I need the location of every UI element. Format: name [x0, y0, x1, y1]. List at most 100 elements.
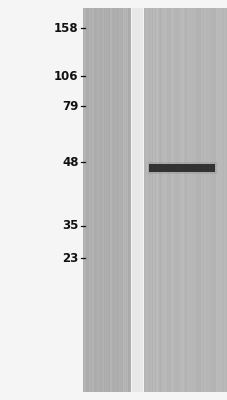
Bar: [92, 8, 93, 392]
Bar: [176, 8, 178, 392]
Bar: [148, 8, 150, 392]
Bar: [180, 8, 182, 392]
Bar: [223, 8, 225, 392]
Bar: [193, 8, 194, 392]
Bar: [194, 8, 195, 392]
Bar: [220, 8, 222, 392]
Bar: [208, 8, 209, 392]
Bar: [146, 8, 147, 392]
Bar: [112, 8, 113, 392]
Bar: [129, 8, 130, 392]
Bar: [124, 8, 125, 392]
Bar: [101, 8, 102, 392]
Bar: [148, 162, 216, 174]
Bar: [155, 8, 157, 392]
Bar: [190, 8, 191, 392]
Bar: [182, 8, 183, 392]
Bar: [154, 8, 155, 392]
Bar: [108, 8, 109, 392]
Bar: [94, 8, 95, 392]
Bar: [109, 8, 110, 392]
Bar: [222, 8, 223, 392]
Bar: [169, 8, 171, 392]
Bar: [97, 8, 98, 392]
Bar: [160, 8, 161, 392]
Bar: [198, 8, 200, 392]
Bar: [202, 8, 204, 392]
Bar: [128, 8, 129, 392]
Bar: [225, 8, 226, 392]
Bar: [98, 8, 99, 392]
Bar: [171, 8, 172, 392]
Bar: [105, 8, 106, 392]
Bar: [213, 8, 215, 392]
Bar: [107, 8, 108, 392]
Bar: [123, 8, 124, 392]
Bar: [143, 8, 144, 392]
Bar: [121, 8, 122, 392]
Bar: [217, 8, 219, 392]
Bar: [144, 8, 146, 392]
Text: 23: 23: [62, 252, 78, 264]
Bar: [122, 8, 123, 392]
Bar: [151, 8, 153, 392]
Bar: [173, 8, 175, 392]
Bar: [106, 8, 107, 392]
Text: 35: 35: [62, 220, 78, 232]
Bar: [197, 8, 198, 392]
Bar: [113, 8, 114, 392]
Text: 106: 106: [54, 70, 78, 82]
Bar: [147, 8, 148, 392]
Bar: [179, 8, 180, 392]
Bar: [115, 8, 116, 392]
Bar: [120, 8, 121, 392]
Bar: [162, 8, 164, 392]
Bar: [166, 8, 168, 392]
Bar: [186, 8, 187, 392]
Bar: [83, 8, 131, 392]
Bar: [216, 8, 217, 392]
Bar: [150, 8, 151, 392]
Bar: [85, 8, 86, 392]
Bar: [165, 8, 166, 392]
Text: 79: 79: [62, 100, 78, 112]
Bar: [119, 8, 120, 392]
Bar: [205, 8, 207, 392]
Text: 48: 48: [62, 156, 78, 168]
Bar: [187, 8, 189, 392]
Bar: [99, 8, 100, 392]
Bar: [95, 8, 96, 392]
Bar: [189, 8, 190, 392]
Bar: [83, 8, 84, 392]
Bar: [104, 8, 105, 392]
Bar: [157, 8, 158, 392]
Bar: [91, 8, 92, 392]
Bar: [211, 8, 212, 392]
Bar: [87, 8, 88, 392]
Bar: [161, 8, 162, 392]
Bar: [212, 8, 213, 392]
Bar: [114, 8, 115, 392]
Bar: [93, 8, 94, 392]
Bar: [153, 8, 154, 392]
Bar: [127, 8, 128, 392]
Bar: [219, 8, 220, 392]
Bar: [126, 8, 127, 392]
Bar: [130, 8, 131, 392]
Bar: [215, 8, 216, 392]
Bar: [103, 8, 104, 392]
Bar: [168, 8, 169, 392]
Bar: [86, 8, 87, 392]
Bar: [191, 8, 193, 392]
Bar: [96, 8, 97, 392]
Text: 158: 158: [54, 22, 78, 34]
Bar: [158, 8, 160, 392]
Bar: [200, 8, 201, 392]
Bar: [172, 8, 173, 392]
Bar: [149, 164, 215, 172]
Bar: [184, 8, 186, 392]
Bar: [116, 8, 117, 392]
Bar: [89, 8, 90, 392]
Bar: [175, 8, 176, 392]
Bar: [102, 8, 103, 392]
